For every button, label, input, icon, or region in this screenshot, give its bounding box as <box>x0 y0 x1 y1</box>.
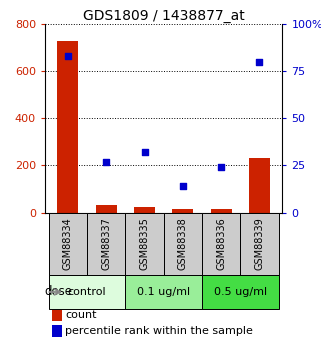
Bar <box>126 213 164 275</box>
Bar <box>202 275 279 309</box>
Text: 0.5 ug/ml: 0.5 ug/ml <box>214 287 267 297</box>
Bar <box>172 209 194 213</box>
Point <box>65 53 71 59</box>
Bar <box>134 207 155 213</box>
Bar <box>52 325 62 337</box>
Bar <box>202 213 240 275</box>
Bar <box>52 310 62 321</box>
Text: GSM88338: GSM88338 <box>178 218 188 270</box>
Text: GSM88336: GSM88336 <box>216 218 226 270</box>
Text: dose: dose <box>44 286 72 298</box>
Point <box>219 165 224 170</box>
Bar <box>240 213 279 275</box>
Bar <box>49 275 126 309</box>
Bar <box>96 206 117 213</box>
Text: GSM88335: GSM88335 <box>140 217 150 270</box>
Text: 0.1 ug/ml: 0.1 ug/ml <box>137 287 190 297</box>
Point <box>104 159 109 165</box>
Bar <box>126 275 202 309</box>
Bar <box>57 41 78 213</box>
Bar <box>49 213 87 275</box>
Text: GSM88339: GSM88339 <box>255 218 265 270</box>
Point <box>180 184 186 189</box>
Bar <box>249 158 270 213</box>
Point <box>257 59 262 65</box>
Bar <box>211 209 232 213</box>
Bar <box>87 213 126 275</box>
Text: GSM88337: GSM88337 <box>101 217 111 270</box>
Bar <box>164 213 202 275</box>
Point <box>142 149 147 155</box>
Title: GDS1809 / 1438877_at: GDS1809 / 1438877_at <box>83 9 245 23</box>
Text: percentile rank within the sample: percentile rank within the sample <box>65 326 253 336</box>
Text: control: control <box>68 287 106 297</box>
Text: count: count <box>65 310 97 320</box>
Text: GSM88334: GSM88334 <box>63 218 73 270</box>
